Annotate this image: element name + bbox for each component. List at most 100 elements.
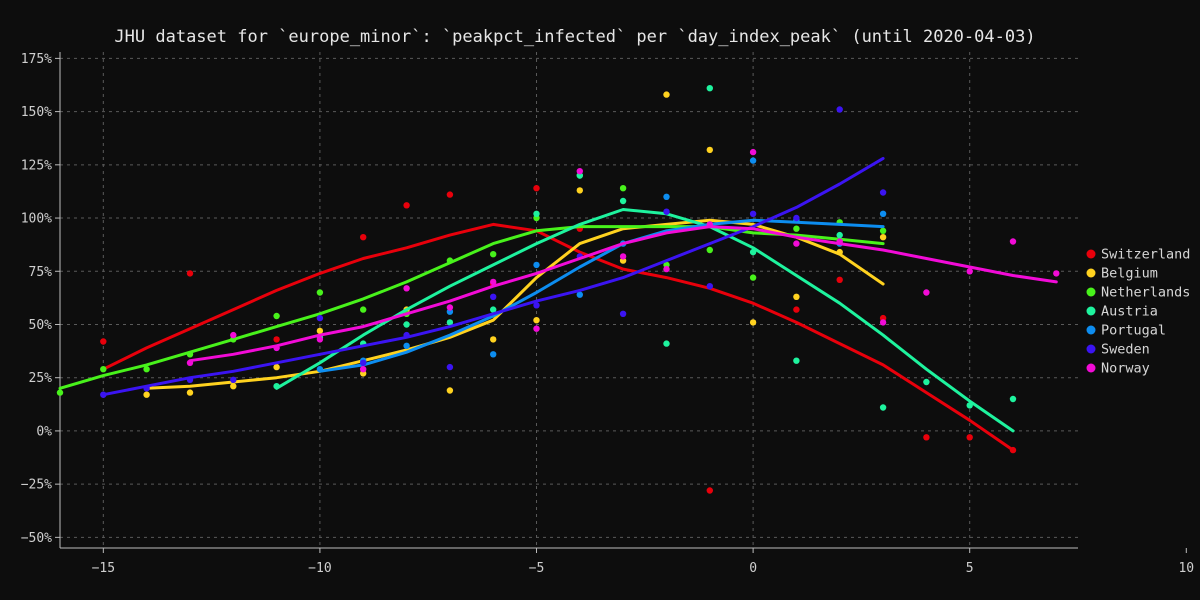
data-point-belgium bbox=[316, 327, 324, 335]
data-point-belgium bbox=[273, 363, 280, 371]
y-tick-label: 175% bbox=[21, 52, 52, 67]
data-point-sweden bbox=[706, 283, 713, 290]
legend-item-austria[interactable]: Austria bbox=[1086, 304, 1158, 320]
data-point-portugal bbox=[403, 342, 410, 349]
data-point-sweden bbox=[749, 210, 757, 217]
data-point-austria bbox=[836, 231, 843, 239]
data-point-portugal bbox=[533, 261, 540, 269]
data-point-netherlands bbox=[316, 289, 324, 296]
data-point-belgium bbox=[576, 187, 583, 194]
x-tick-label: −15 bbox=[92, 561, 115, 576]
data-point-netherlands bbox=[100, 366, 107, 373]
x-tick-label: −10 bbox=[308, 561, 331, 576]
legend-item-belgium[interactable]: Belgium bbox=[1086, 266, 1158, 282]
data-point-norway bbox=[966, 268, 973, 275]
y-tick-label: 125% bbox=[21, 158, 52, 173]
data-point-belgium bbox=[663, 91, 670, 98]
data-point-belgium bbox=[533, 317, 540, 324]
data-point-belgium bbox=[793, 293, 800, 300]
data-point-norway bbox=[316, 336, 324, 343]
trend-line-austria bbox=[275, 208, 1015, 433]
data-point-sweden bbox=[360, 359, 367, 366]
data-point-austria bbox=[403, 321, 410, 328]
data-point-austria bbox=[923, 378, 930, 386]
data-point-austria bbox=[663, 340, 670, 347]
legend-item-netherlands[interactable]: Netherlands bbox=[1086, 285, 1191, 301]
data-point-norway bbox=[793, 240, 800, 247]
data-point-norway bbox=[1009, 238, 1017, 245]
series-sweden bbox=[100, 106, 887, 398]
data-point-norway bbox=[879, 319, 887, 326]
legend-marker bbox=[1086, 325, 1096, 335]
data-point-belgium bbox=[230, 383, 237, 390]
data-point-sweden bbox=[836, 106, 843, 113]
data-point-switzerland bbox=[923, 434, 930, 441]
data-point-belgium bbox=[186, 389, 194, 396]
legend-marker bbox=[1086, 268, 1096, 278]
y-tick-label: −50% bbox=[21, 531, 52, 546]
data-point-austria bbox=[793, 357, 800, 364]
data-point-belgium bbox=[490, 336, 497, 343]
data-point-norway bbox=[923, 289, 930, 296]
data-point-netherlands bbox=[273, 312, 280, 320]
legend-item-sweden[interactable]: Sweden bbox=[1086, 342, 1150, 358]
data-point-norway bbox=[533, 325, 540, 332]
data-point-belgium bbox=[879, 234, 887, 241]
data-point-austria bbox=[490, 306, 497, 313]
trend-line-switzerland bbox=[101, 222, 1015, 452]
legend[interactable]: Switzerland Belgium Netherlands Austria Port… bbox=[1086, 247, 1191, 377]
trend-line-sweden bbox=[101, 156, 885, 397]
legend-marker bbox=[1086, 344, 1096, 354]
data-point-switzerland bbox=[186, 270, 194, 277]
data-point-austria bbox=[706, 85, 713, 92]
data-point-switzerland bbox=[533, 185, 540, 192]
series-norway bbox=[186, 148, 1060, 373]
legend-item-switzerland[interactable]: Switzerland bbox=[1086, 247, 1191, 263]
y-tick-label: 50% bbox=[29, 318, 53, 333]
legend-label: Belgium bbox=[1101, 266, 1158, 282]
data-point-netherlands bbox=[793, 225, 800, 232]
data-point-norway bbox=[749, 148, 757, 156]
data-point-norway bbox=[360, 366, 367, 373]
y-tick-label: 25% bbox=[29, 371, 53, 386]
trend-line-netherlands bbox=[58, 225, 885, 390]
data-point-sweden bbox=[619, 310, 627, 317]
series-belgium bbox=[143, 91, 887, 398]
data-point-belgium bbox=[706, 146, 713, 154]
data-point-netherlands bbox=[143, 366, 150, 373]
data-point-belgium bbox=[446, 387, 454, 394]
series-netherlands bbox=[56, 172, 887, 396]
y-tick-label: 150% bbox=[21, 105, 52, 120]
y-tick-label: 0% bbox=[36, 424, 52, 439]
data-point-switzerland bbox=[793, 306, 800, 313]
legend-item-norway[interactable]: Norway bbox=[1086, 361, 1150, 377]
data-point-sweden bbox=[793, 214, 800, 222]
legend-item-portugal[interactable]: Portugal bbox=[1086, 323, 1167, 339]
data-point-netherlands bbox=[56, 389, 64, 396]
data-point-sweden bbox=[230, 376, 237, 383]
data-point-sweden bbox=[879, 189, 887, 196]
trend-line-portugal bbox=[318, 218, 885, 373]
x-tick-label: 5 bbox=[966, 561, 974, 576]
data-point-norway bbox=[230, 331, 237, 339]
data-point-norway bbox=[576, 168, 583, 175]
data-point-austria bbox=[446, 319, 454, 326]
data-point-switzerland bbox=[360, 234, 367, 241]
data-point-portugal bbox=[663, 193, 670, 200]
x-tick-label: 0 bbox=[749, 561, 757, 576]
data-point-sweden bbox=[316, 314, 324, 322]
data-point-switzerland bbox=[403, 202, 410, 209]
data-point-portugal bbox=[490, 351, 497, 358]
legend-label: Austria bbox=[1101, 304, 1158, 320]
data-point-netherlands bbox=[749, 274, 757, 281]
data-point-sweden bbox=[663, 208, 670, 215]
data-point-austria bbox=[619, 197, 627, 205]
data-point-switzerland bbox=[966, 434, 973, 441]
legend-label: Norway bbox=[1101, 361, 1150, 377]
legend-label: Sweden bbox=[1101, 342, 1150, 358]
x-tick-label: 10 bbox=[1178, 561, 1194, 576]
data-point-sweden bbox=[490, 293, 497, 300]
legend-marker bbox=[1086, 363, 1096, 373]
data-point-switzerland bbox=[706, 487, 713, 494]
data-point-norway bbox=[446, 304, 454, 311]
